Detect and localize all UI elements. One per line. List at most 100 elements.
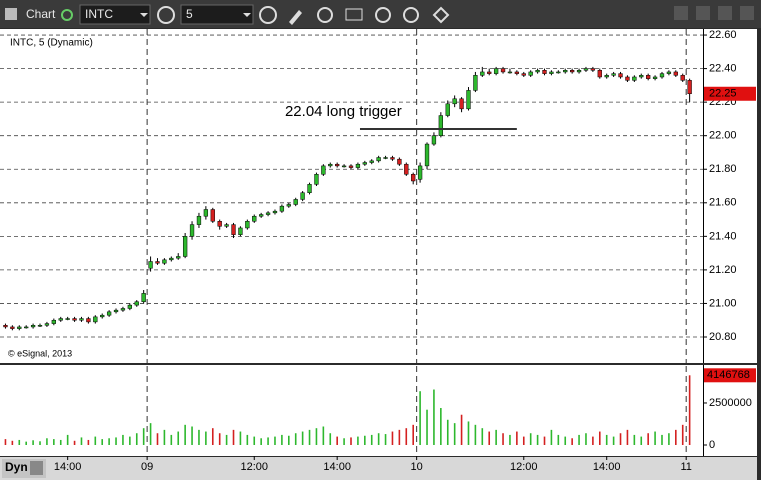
interval-box[interactable] [180,4,254,25]
volume-bar [661,434,663,445]
candle-body [452,98,457,105]
candle-body [673,71,678,76]
x-tick-label: 14:00 [593,461,621,473]
volume-bar [509,434,511,445]
candle-body [196,215,202,225]
candle-body [231,224,236,235]
candle-body [500,68,506,73]
volume-bar [80,437,83,445]
volume-bar [668,433,670,445]
cursor-icon[interactable] [403,7,419,23]
y-tick-label: 21.40 [709,230,737,242]
symbol[interactable]: INTC [85,7,113,21]
symbol-box[interactable] [79,4,151,25]
volume-bar [688,375,691,445]
candle-body [611,73,616,76]
candle-body [120,308,126,311]
window-button[interactable] [740,6,754,20]
volume-bar [640,436,643,445]
volume-bar [18,439,21,445]
volume-bar [329,433,332,445]
candle-body [189,224,195,237]
candle-body [148,261,153,269]
volume-bar [605,434,608,445]
candle-body [17,326,22,329]
x-tick-label: 11 [680,461,691,473]
candle-body [169,257,174,261]
volume-bar [619,433,622,445]
volume-bar [350,437,352,445]
x-tick-label: 12:00 [510,461,538,473]
candle-body [556,71,561,74]
mode[interactable]: Dyn [5,460,28,474]
candle-body [307,184,312,193]
volume-bar [198,429,200,445]
y-tick-label: 22.00 [709,130,737,142]
window-button[interactable] [674,6,688,20]
interval[interactable]: 5 [186,7,193,21]
volume-bar [66,434,69,445]
link-icon[interactable] [432,6,450,24]
candle-body [106,311,112,316]
candle-body [10,326,15,329]
y-tick-label: 21.20 [709,264,737,276]
candle-body [217,220,222,227]
volume-bar [377,433,380,445]
candle-body [86,318,91,323]
candle-body [473,75,478,91]
candle-body [30,325,36,328]
dropdown-arrow[interactable] [140,13,148,17]
candle-body [238,227,243,235]
volume-bar [564,436,567,445]
candle-body [65,318,70,320]
volume-bar [675,429,677,445]
candle-body [632,76,637,81]
candle-body [466,90,471,110]
candle-body [24,326,29,329]
window-button[interactable] [696,6,710,20]
play-icon[interactable] [375,7,391,23]
volume-bar [536,434,539,445]
volume-bar [315,428,318,445]
volume-bar [453,423,456,445]
volume-bar [343,438,345,445]
refresh-icon[interactable] [317,7,333,23]
window-button[interactable] [718,6,732,20]
candle-body [404,163,409,175]
candle-body [438,115,443,136]
price-pane [0,29,703,363]
draw-icon[interactable] [289,10,302,25]
interval-icon[interactable] [157,6,175,24]
volume-bar [633,434,636,445]
volume-bar [495,429,497,445]
volume-bar [149,423,152,445]
volume-bar [39,441,41,445]
copyright: © eSignal, 2013 [8,348,72,358]
volume-tick-label: 0 [709,439,715,451]
candle-body [286,204,291,207]
candle-body [618,73,623,78]
candle-body [37,325,43,327]
last-volume-box [704,368,756,383]
volume-bar [253,436,256,445]
dropdown-arrow[interactable] [243,13,251,17]
candle-body [390,157,395,160]
volume-bar [543,436,546,445]
chart-icon[interactable] [5,8,17,20]
volume-bar [205,431,207,445]
volume-bar [474,424,477,445]
volume-bar [405,428,408,445]
volume-bar [440,408,442,445]
time-icon[interactable] [259,6,277,24]
volume-bar [433,389,435,445]
volume-bar [288,435,290,445]
volume-bar [626,429,629,445]
mode-icon[interactable] [30,461,43,475]
study-icon[interactable] [345,8,363,21]
candle-body [265,212,271,215]
candle-body [300,192,305,200]
candle-body [583,68,589,71]
candle-body [528,71,533,76]
x-tick-label: 09 [141,461,153,473]
